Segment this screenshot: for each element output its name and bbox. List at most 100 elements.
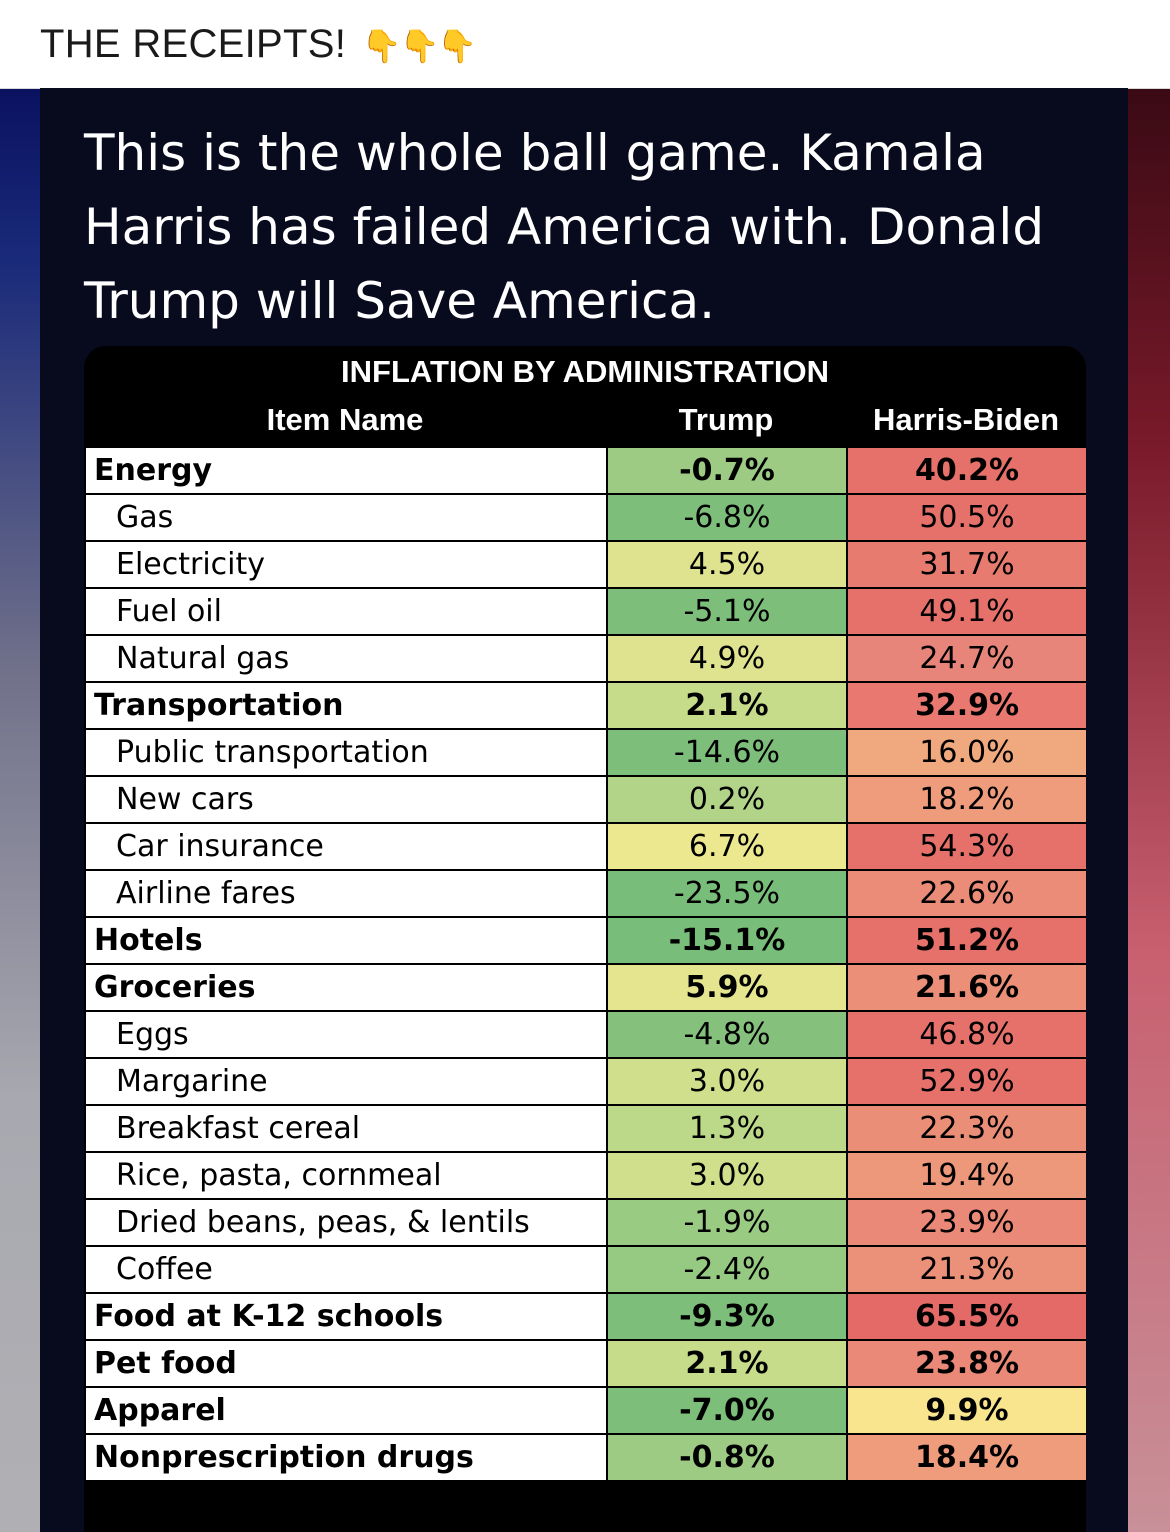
trump-value-cell: -1.9% (606, 1198, 848, 1247)
table-row: Coffee -2.4% 21.3% (84, 1245, 1086, 1294)
column-header-item-name: Item Name (266, 402, 424, 437)
column-header-trump: Trump (678, 402, 774, 437)
table-row: Dried beans, peas, & lentils -1.9% 23.9% (84, 1198, 1086, 1247)
table-row: Car insurance 6.7% 54.3% (84, 822, 1086, 871)
trump-value-cell: -0.8% (606, 1433, 848, 1482)
harris-biden-value-cell: 21.3% (846, 1245, 1086, 1294)
harris-biden-value-cell: 50.5% (846, 493, 1086, 542)
harris-biden-value-cell: 16.0% (846, 728, 1086, 777)
harris-biden-value-cell: 23.9% (846, 1198, 1086, 1247)
table-row: Energy -0.7% 40.2% (84, 446, 1086, 495)
right-background (1125, 88, 1170, 1532)
trump-value-cell: 3.0% (606, 1057, 848, 1106)
harris-biden-value-cell: 23.8% (846, 1339, 1086, 1388)
table-row: Fuel oil -5.1% 49.1% (84, 587, 1086, 636)
table-row: Nonprescription drugs -0.8% 18.4% (84, 1433, 1086, 1482)
trump-value-cell: 1.3% (606, 1104, 848, 1153)
table-row: Hotels -15.1% 51.2% (84, 916, 1086, 965)
table-row: Rice, pasta, cornmeal 3.0% 19.4% (84, 1151, 1086, 1200)
inflation-table: INFLATION BY ADMINISTRATION Item Name Tr… (84, 346, 1086, 1532)
harris-biden-value-cell: 22.6% (846, 869, 1086, 918)
harris-biden-value-cell: 31.7% (846, 540, 1086, 589)
trump-value-cell: -0.7% (606, 446, 848, 495)
harris-biden-value-cell: 51.2% (846, 916, 1086, 965)
harris-biden-value-cell: 40.2% (846, 446, 1086, 495)
item-name-cell: Rice, pasta, cornmeal (84, 1151, 608, 1200)
table-row: Apparel -7.0% 9.9% (84, 1386, 1086, 1435)
post-image: This is the whole ball game. Kamala Harr… (40, 88, 1128, 1532)
table-row: Food at K-12 schools -9.3% 65.5% (84, 1292, 1086, 1341)
harris-biden-value-cell: 49.1% (846, 587, 1086, 636)
trump-value-cell: -7.0% (606, 1386, 848, 1435)
trump-value-cell: 2.1% (606, 1339, 848, 1388)
table-row: Breakfast cereal 1.3% 22.3% (84, 1104, 1086, 1153)
trump-value-cell: -2.4% (606, 1245, 848, 1294)
harris-biden-value-cell: 46.8% (846, 1010, 1086, 1059)
harris-biden-value-cell: 21.6% (846, 963, 1086, 1012)
table-row: New cars 0.2% 18.2% (84, 775, 1086, 824)
trump-value-cell: 5.9% (606, 963, 848, 1012)
item-name-cell: Gas (84, 493, 608, 542)
table-row: Transportation 2.1% 32.9% (84, 681, 1086, 730)
harris-biden-value-cell: 24.7% (846, 634, 1086, 683)
trump-value-cell: 4.5% (606, 540, 848, 589)
item-name-cell: Energy (84, 446, 608, 495)
top-bar: THE RECEIPTS! 👇👇👇 (0, 0, 1170, 89)
item-name-cell: Margarine (84, 1057, 608, 1106)
item-name-cell: Groceries (84, 963, 608, 1012)
item-name-cell: Hotels (84, 916, 608, 965)
harris-biden-value-cell: 18.4% (846, 1433, 1086, 1482)
trump-value-cell: -23.5% (606, 869, 848, 918)
item-name-cell: Food at K-12 schools (84, 1292, 608, 1341)
column-header-harris-biden: Harris-Biden (872, 402, 1060, 437)
item-name-cell: Dried beans, peas, & lentils (84, 1198, 608, 1247)
trump-value-cell: -5.1% (606, 587, 848, 636)
trump-value-cell: 2.1% (606, 681, 848, 730)
trump-value-cell: -9.3% (606, 1292, 848, 1341)
trump-value-cell: 3.0% (606, 1151, 848, 1200)
trump-value-cell: -4.8% (606, 1010, 848, 1059)
item-name-cell: Pet food (84, 1339, 608, 1388)
trump-value-cell: 4.9% (606, 634, 848, 683)
trump-value-cell: 6.7% (606, 822, 848, 871)
harris-biden-value-cell: 65.5% (846, 1292, 1086, 1341)
table-row: Gas -6.8% 50.5% (84, 493, 1086, 542)
table-row: Pet food 2.1% 23.8% (84, 1339, 1086, 1388)
trump-value-cell: 0.2% (606, 775, 848, 824)
item-name-cell: Breakfast cereal (84, 1104, 608, 1153)
post-header-title: THE RECEIPTS! 👇👇👇 (40, 22, 478, 67)
harris-biden-value-cell: 19.4% (846, 1151, 1086, 1200)
item-name-cell: Public transportation (84, 728, 608, 777)
trump-value-cell: -14.6% (606, 728, 848, 777)
harris-biden-value-cell: 18.2% (846, 775, 1086, 824)
table-row: Airline fares -23.5% 22.6% (84, 869, 1086, 918)
item-name-cell: New cars (84, 775, 608, 824)
pointing-down-icon: 👇👇👇 (361, 28, 478, 64)
harris-biden-value-cell: 9.9% (846, 1386, 1086, 1435)
table-title: INFLATION BY ADMINISTRATION (341, 354, 829, 389)
item-name-cell: Transportation (84, 681, 608, 730)
table-row: Natural gas 4.9% 24.7% (84, 634, 1086, 683)
post-caption: This is the whole ball game. Kamala Harr… (84, 124, 1045, 330)
left-background (0, 88, 40, 1532)
item-name-cell: Natural gas (84, 634, 608, 683)
harris-biden-value-cell: 54.3% (846, 822, 1086, 871)
table-row: Electricity 4.5% 31.7% (84, 540, 1086, 589)
table-row: Eggs -4.8% 46.8% (84, 1010, 1086, 1059)
item-name-cell: Apparel (84, 1386, 608, 1435)
item-name-cell: Fuel oil (84, 587, 608, 636)
harris-biden-value-cell: 32.9% (846, 681, 1086, 730)
table-row: Margarine 3.0% 52.9% (84, 1057, 1086, 1106)
trump-value-cell: -15.1% (606, 916, 848, 965)
table-row: Public transportation -14.6% 16.0% (84, 728, 1086, 777)
item-name-cell: Airline fares (84, 869, 608, 918)
inflation-grid: Energy -0.7% 40.2% Gas -6.8% 50.5% Electricity… (84, 446, 1086, 1482)
item-name-cell: Eggs (84, 1010, 608, 1059)
header-title-text: THE RECEIPTS! (40, 22, 347, 66)
item-name-cell: Coffee (84, 1245, 608, 1294)
table-row: Groceries 5.9% 21.6% (84, 963, 1086, 1012)
harris-biden-value-cell: 52.9% (846, 1057, 1086, 1106)
trump-value-cell: -6.8% (606, 493, 848, 542)
item-name-cell: Nonprescription drugs (84, 1433, 608, 1482)
harris-biden-value-cell: 22.3% (846, 1104, 1086, 1153)
